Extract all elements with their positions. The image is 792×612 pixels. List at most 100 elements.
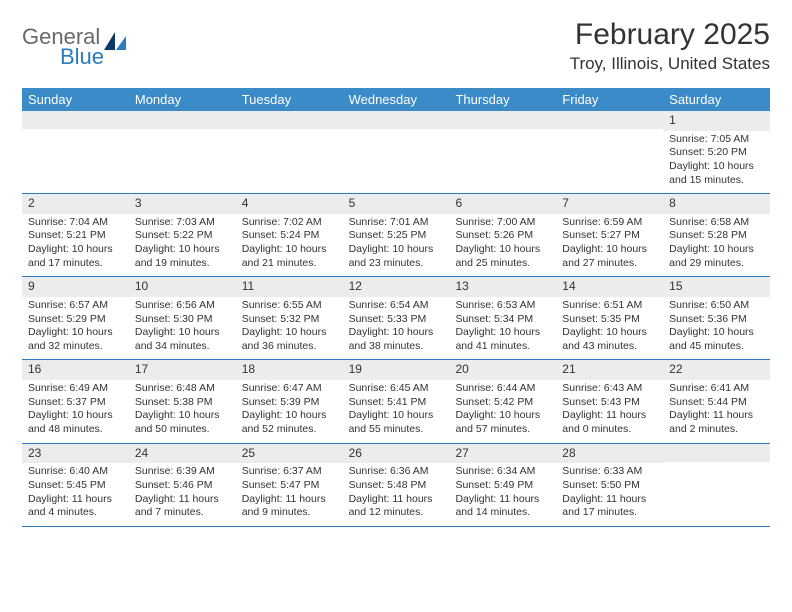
day-body: Sunrise: 6:50 AMSunset: 5:36 PMDaylight:… — [663, 297, 770, 360]
sunset-text: Sunset: 5:43 PM — [562, 396, 657, 410]
weekday-label: Tuesday — [236, 88, 343, 111]
day-cell: 25Sunrise: 6:37 AMSunset: 5:47 PMDayligh… — [236, 444, 343, 526]
day-number: 24 — [129, 444, 236, 464]
sunset-text: Sunset: 5:47 PM — [242, 479, 337, 493]
day-cell: 12Sunrise: 6:54 AMSunset: 5:33 PMDayligh… — [343, 277, 450, 359]
day-body: Sunrise: 6:58 AMSunset: 5:28 PMDaylight:… — [663, 214, 770, 277]
sunrise-text: Sunrise: 7:03 AM — [135, 216, 230, 230]
day-body: Sunrise: 6:54 AMSunset: 5:33 PMDaylight:… — [343, 297, 450, 360]
day-number: 9 — [22, 277, 129, 297]
day-number: 17 — [129, 360, 236, 380]
sunrise-text: Sunrise: 6:34 AM — [455, 465, 550, 479]
sunrise-text: Sunrise: 6:49 AM — [28, 382, 123, 396]
day-body: Sunrise: 7:00 AMSunset: 5:26 PMDaylight:… — [449, 214, 556, 277]
day-number: 16 — [22, 360, 129, 380]
daylight-text: Daylight: 10 hours and 48 minutes. — [28, 409, 123, 436]
daylight-text: Daylight: 10 hours and 25 minutes. — [455, 243, 550, 270]
day-body: Sunrise: 6:57 AMSunset: 5:29 PMDaylight:… — [22, 297, 129, 360]
day-cell: 18Sunrise: 6:47 AMSunset: 5:39 PMDayligh… — [236, 360, 343, 442]
sunset-text: Sunset: 5:28 PM — [669, 229, 764, 243]
daylight-text: Daylight: 10 hours and 36 minutes. — [242, 326, 337, 353]
sunrise-text: Sunrise: 7:05 AM — [669, 133, 764, 147]
day-cell: 11Sunrise: 6:55 AMSunset: 5:32 PMDayligh… — [236, 277, 343, 359]
daylight-text: Daylight: 11 hours and 12 minutes. — [349, 493, 444, 520]
sunrise-text: Sunrise: 7:00 AM — [455, 216, 550, 230]
sunrise-text: Sunrise: 6:39 AM — [135, 465, 230, 479]
day-body: Sunrise: 6:34 AMSunset: 5:49 PMDaylight:… — [449, 463, 556, 526]
weekday-label: Sunday — [22, 88, 129, 111]
day-number: 13 — [449, 277, 556, 297]
day-number: 21 — [556, 360, 663, 380]
day-cell: 19Sunrise: 6:45 AMSunset: 5:41 PMDayligh… — [343, 360, 450, 442]
sunset-text: Sunset: 5:29 PM — [28, 313, 123, 327]
day-number: 10 — [129, 277, 236, 297]
sunrise-text: Sunrise: 7:04 AM — [28, 216, 123, 230]
day-cell: 13Sunrise: 6:53 AMSunset: 5:34 PMDayligh… — [449, 277, 556, 359]
sunset-text: Sunset: 5:49 PM — [455, 479, 550, 493]
daylight-text: Daylight: 10 hours and 34 minutes. — [135, 326, 230, 353]
day-body: Sunrise: 6:48 AMSunset: 5:38 PMDaylight:… — [129, 380, 236, 443]
day-number — [343, 111, 450, 129]
sunrise-text: Sunrise: 6:53 AM — [455, 299, 550, 313]
sunset-text: Sunset: 5:50 PM — [562, 479, 657, 493]
day-body: Sunrise: 6:44 AMSunset: 5:42 PMDaylight:… — [449, 380, 556, 443]
daylight-text: Daylight: 10 hours and 32 minutes. — [28, 326, 123, 353]
day-body: Sunrise: 7:04 AMSunset: 5:21 PMDaylight:… — [22, 214, 129, 277]
day-body: Sunrise: 6:51 AMSunset: 5:35 PMDaylight:… — [556, 297, 663, 360]
day-cell: 24Sunrise: 6:39 AMSunset: 5:46 PMDayligh… — [129, 444, 236, 526]
daylight-text: Daylight: 10 hours and 27 minutes. — [562, 243, 657, 270]
day-body: Sunrise: 6:56 AMSunset: 5:30 PMDaylight:… — [129, 297, 236, 360]
day-body: Sunrise: 7:02 AMSunset: 5:24 PMDaylight:… — [236, 214, 343, 277]
daylight-text: Daylight: 10 hours and 19 minutes. — [135, 243, 230, 270]
day-number — [22, 111, 129, 129]
sunset-text: Sunset: 5:37 PM — [28, 396, 123, 410]
sunrise-text: Sunrise: 6:44 AM — [455, 382, 550, 396]
daylight-text: Daylight: 10 hours and 52 minutes. — [242, 409, 337, 436]
day-body: Sunrise: 6:37 AMSunset: 5:47 PMDaylight:… — [236, 463, 343, 526]
day-number: 27 — [449, 444, 556, 464]
daylight-text: Daylight: 10 hours and 21 minutes. — [242, 243, 337, 270]
day-cell: 1Sunrise: 7:05 AMSunset: 5:20 PMDaylight… — [663, 111, 770, 193]
week-row: 23Sunrise: 6:40 AMSunset: 5:45 PMDayligh… — [22, 443, 770, 526]
weekday-label: Thursday — [449, 88, 556, 111]
daylight-text: Daylight: 10 hours and 17 minutes. — [28, 243, 123, 270]
day-cell: 17Sunrise: 6:48 AMSunset: 5:38 PMDayligh… — [129, 360, 236, 442]
weekday-label: Wednesday — [343, 88, 450, 111]
day-number: 8 — [663, 194, 770, 214]
day-number: 20 — [449, 360, 556, 380]
sunrise-text: Sunrise: 6:40 AM — [28, 465, 123, 479]
day-body: Sunrise: 6:59 AMSunset: 5:27 PMDaylight:… — [556, 214, 663, 277]
sunrise-text: Sunrise: 6:43 AM — [562, 382, 657, 396]
sunset-text: Sunset: 5:34 PM — [455, 313, 550, 327]
day-cell: 21Sunrise: 6:43 AMSunset: 5:43 PMDayligh… — [556, 360, 663, 442]
bottom-rule — [22, 526, 770, 527]
day-cell: 26Sunrise: 6:36 AMSunset: 5:48 PMDayligh… — [343, 444, 450, 526]
page-title: February 2025 — [570, 18, 770, 52]
weekday-label: Saturday — [663, 88, 770, 111]
daylight-text: Daylight: 11 hours and 9 minutes. — [242, 493, 337, 520]
sunset-text: Sunset: 5:26 PM — [455, 229, 550, 243]
week-row: 16Sunrise: 6:49 AMSunset: 5:37 PMDayligh… — [22, 359, 770, 442]
day-number: 18 — [236, 360, 343, 380]
day-number: 26 — [343, 444, 450, 464]
daylight-text: Daylight: 10 hours and 55 minutes. — [349, 409, 444, 436]
weekday-label: Friday — [556, 88, 663, 111]
day-body: Sunrise: 6:49 AMSunset: 5:37 PMDaylight:… — [22, 380, 129, 443]
sunset-text: Sunset: 5:35 PM — [562, 313, 657, 327]
day-body: Sunrise: 6:53 AMSunset: 5:34 PMDaylight:… — [449, 297, 556, 360]
daylight-text: Daylight: 11 hours and 4 minutes. — [28, 493, 123, 520]
daylight-text: Daylight: 10 hours and 45 minutes. — [669, 326, 764, 353]
sunset-text: Sunset: 5:24 PM — [242, 229, 337, 243]
day-body: Sunrise: 6:43 AMSunset: 5:43 PMDaylight:… — [556, 380, 663, 443]
day-body: Sunrise: 7:03 AMSunset: 5:22 PMDaylight:… — [129, 214, 236, 277]
day-cell — [449, 111, 556, 193]
day-cell: 5Sunrise: 7:01 AMSunset: 5:25 PMDaylight… — [343, 194, 450, 276]
day-body: Sunrise: 7:01 AMSunset: 5:25 PMDaylight:… — [343, 214, 450, 277]
day-body: Sunrise: 6:45 AMSunset: 5:41 PMDaylight:… — [343, 380, 450, 443]
day-number: 1 — [663, 111, 770, 131]
day-cell: 3Sunrise: 7:03 AMSunset: 5:22 PMDaylight… — [129, 194, 236, 276]
day-number: 6 — [449, 194, 556, 214]
day-cell: 27Sunrise: 6:34 AMSunset: 5:49 PMDayligh… — [449, 444, 556, 526]
week-row: 1Sunrise: 7:05 AMSunset: 5:20 PMDaylight… — [22, 111, 770, 193]
daylight-text: Daylight: 11 hours and 0 minutes. — [562, 409, 657, 436]
